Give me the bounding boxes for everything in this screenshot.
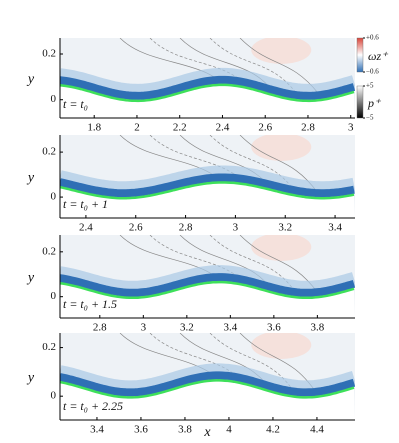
vorticity-band xyxy=(60,371,355,397)
panel xyxy=(60,333,355,420)
y-tick-label: 0.2 xyxy=(42,341,56,353)
wall xyxy=(60,83,355,103)
x-tick-label: 3 xyxy=(141,322,147,334)
x-tick-label: 3.4 xyxy=(223,322,237,334)
x-tick-label: 3.6 xyxy=(134,424,148,436)
x-tick-label: 2.8 xyxy=(179,222,193,234)
colorbar-tick-label: +5 xyxy=(366,82,374,90)
y-tick-label: 0 xyxy=(51,93,57,105)
below-wall xyxy=(60,380,355,420)
annotation: t = t₀ + 1.5 xyxy=(63,297,117,311)
x-tick-label: 3.8 xyxy=(310,322,324,334)
x-tick-label: 3.2 xyxy=(180,322,194,334)
vorticity-patch xyxy=(251,135,312,161)
colorbar xyxy=(356,85,364,119)
x-tick-label: 3.6 xyxy=(267,322,281,334)
vorticity-halo xyxy=(60,67,355,98)
y-tick-label: 0.2 xyxy=(42,245,56,257)
vorticity-halo xyxy=(60,265,355,295)
x-tick-label: 3 xyxy=(348,122,354,134)
vorticity-band xyxy=(60,273,355,297)
wall xyxy=(60,280,355,300)
x-tick-label: 3.4 xyxy=(328,222,342,234)
wall xyxy=(60,379,355,399)
panel xyxy=(60,235,355,318)
wall xyxy=(60,181,355,200)
y-axis-label: y xyxy=(26,171,35,186)
y-axis-label: y xyxy=(26,72,35,87)
colorbar-tick-label: −5 xyxy=(366,114,374,122)
colorbar-label: ωz⁺ xyxy=(368,49,389,63)
panel xyxy=(60,135,355,218)
x-tick-label: 3 xyxy=(233,222,239,234)
x-tick-label: 4 xyxy=(226,424,232,436)
x-tick-label: 2.6 xyxy=(258,122,272,134)
annotation: t = t₀ xyxy=(63,97,88,111)
x-tick-label: 2.6 xyxy=(129,222,143,234)
vorticity-halo xyxy=(60,165,355,196)
vorticity-patch xyxy=(251,235,312,261)
pressure-contour xyxy=(149,38,253,94)
x-tick-label: 2.4 xyxy=(216,122,230,134)
annotation: t = t₀ + 1 xyxy=(63,197,108,211)
y-tick-label: 0 xyxy=(51,290,57,302)
y-axis-label: y xyxy=(26,371,35,386)
colorbar-label: p⁺ xyxy=(367,96,382,110)
x-tick-label: 4.2 xyxy=(266,424,280,436)
y-tick-label: 0 xyxy=(51,191,57,203)
vorticity-patch xyxy=(251,333,312,359)
colorbar xyxy=(356,37,364,73)
colorbar-tick-label: −0.6 xyxy=(366,68,379,76)
x-tick-label: 2 xyxy=(134,122,140,134)
annotation: t = t₀ + 2.25 xyxy=(63,399,123,413)
below-wall xyxy=(60,182,355,218)
y-tick-label: 0.2 xyxy=(42,48,56,60)
x-tick-label: 4.4 xyxy=(310,424,324,436)
x-tick-label: 2.8 xyxy=(301,122,315,134)
x-tick-label: 1.8 xyxy=(87,122,101,134)
x-axis-label: x xyxy=(203,425,211,440)
x-tick-label: 2.2 xyxy=(173,122,187,134)
x-tick-label: 2.4 xyxy=(79,222,93,234)
x-tick-label: 3.2 xyxy=(278,222,292,234)
vorticity-band xyxy=(60,173,355,198)
vorticity-band xyxy=(60,75,355,100)
below-wall xyxy=(60,282,355,318)
y-axis-label: y xyxy=(26,271,35,286)
x-tick-label: 2.8 xyxy=(93,322,107,334)
pressure-contour xyxy=(239,38,319,94)
below-wall xyxy=(60,84,355,118)
x-tick-label: 3.8 xyxy=(178,424,192,436)
y-tick-label: 0 xyxy=(51,390,57,402)
y-tick-label: 0.2 xyxy=(42,146,56,158)
vorticity-halo xyxy=(60,363,355,395)
x-tick-label: 3.4 xyxy=(90,424,104,436)
colorbar-tick-label: +0.6 xyxy=(366,34,379,42)
vorticity-patch xyxy=(251,38,312,64)
panel xyxy=(60,38,355,118)
